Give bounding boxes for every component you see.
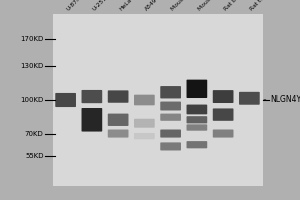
FancyBboxPatch shape <box>55 93 76 107</box>
Text: 55KD: 55KD <box>25 153 44 159</box>
FancyBboxPatch shape <box>187 124 207 131</box>
Text: 100KD: 100KD <box>20 97 44 103</box>
Text: 70KD: 70KD <box>25 131 44 137</box>
FancyBboxPatch shape <box>82 90 102 103</box>
Text: U-87MG: U-87MG <box>66 0 86 12</box>
Text: Mouse testis: Mouse testis <box>197 0 227 12</box>
Text: Rat testis: Rat testis <box>249 0 273 12</box>
Bar <box>52 14 262 186</box>
FancyBboxPatch shape <box>134 95 155 105</box>
FancyBboxPatch shape <box>134 119 155 128</box>
FancyBboxPatch shape <box>160 142 181 150</box>
FancyBboxPatch shape <box>134 133 155 139</box>
Text: HeLa: HeLa <box>118 0 132 12</box>
FancyBboxPatch shape <box>82 108 102 132</box>
Text: 130KD: 130KD <box>20 63 44 69</box>
FancyBboxPatch shape <box>108 130 128 138</box>
FancyBboxPatch shape <box>187 141 207 148</box>
FancyBboxPatch shape <box>160 130 181 138</box>
Text: NLGN4Y: NLGN4Y <box>270 96 300 104</box>
Text: A549: A549 <box>144 0 159 12</box>
FancyBboxPatch shape <box>213 108 233 121</box>
FancyBboxPatch shape <box>213 90 233 103</box>
FancyBboxPatch shape <box>160 102 181 110</box>
Text: U-251MG: U-251MG <box>92 0 115 12</box>
FancyBboxPatch shape <box>187 105 207 114</box>
Text: Rat brain: Rat brain <box>223 0 246 12</box>
FancyBboxPatch shape <box>160 86 181 98</box>
FancyBboxPatch shape <box>160 114 181 121</box>
Text: 170KD: 170KD <box>20 36 44 42</box>
FancyBboxPatch shape <box>108 114 128 126</box>
FancyBboxPatch shape <box>239 92 260 105</box>
FancyBboxPatch shape <box>213 130 233 138</box>
Text: Mouse brain: Mouse brain <box>171 0 200 12</box>
FancyBboxPatch shape <box>108 90 128 103</box>
FancyBboxPatch shape <box>187 80 207 98</box>
FancyBboxPatch shape <box>187 116 207 123</box>
